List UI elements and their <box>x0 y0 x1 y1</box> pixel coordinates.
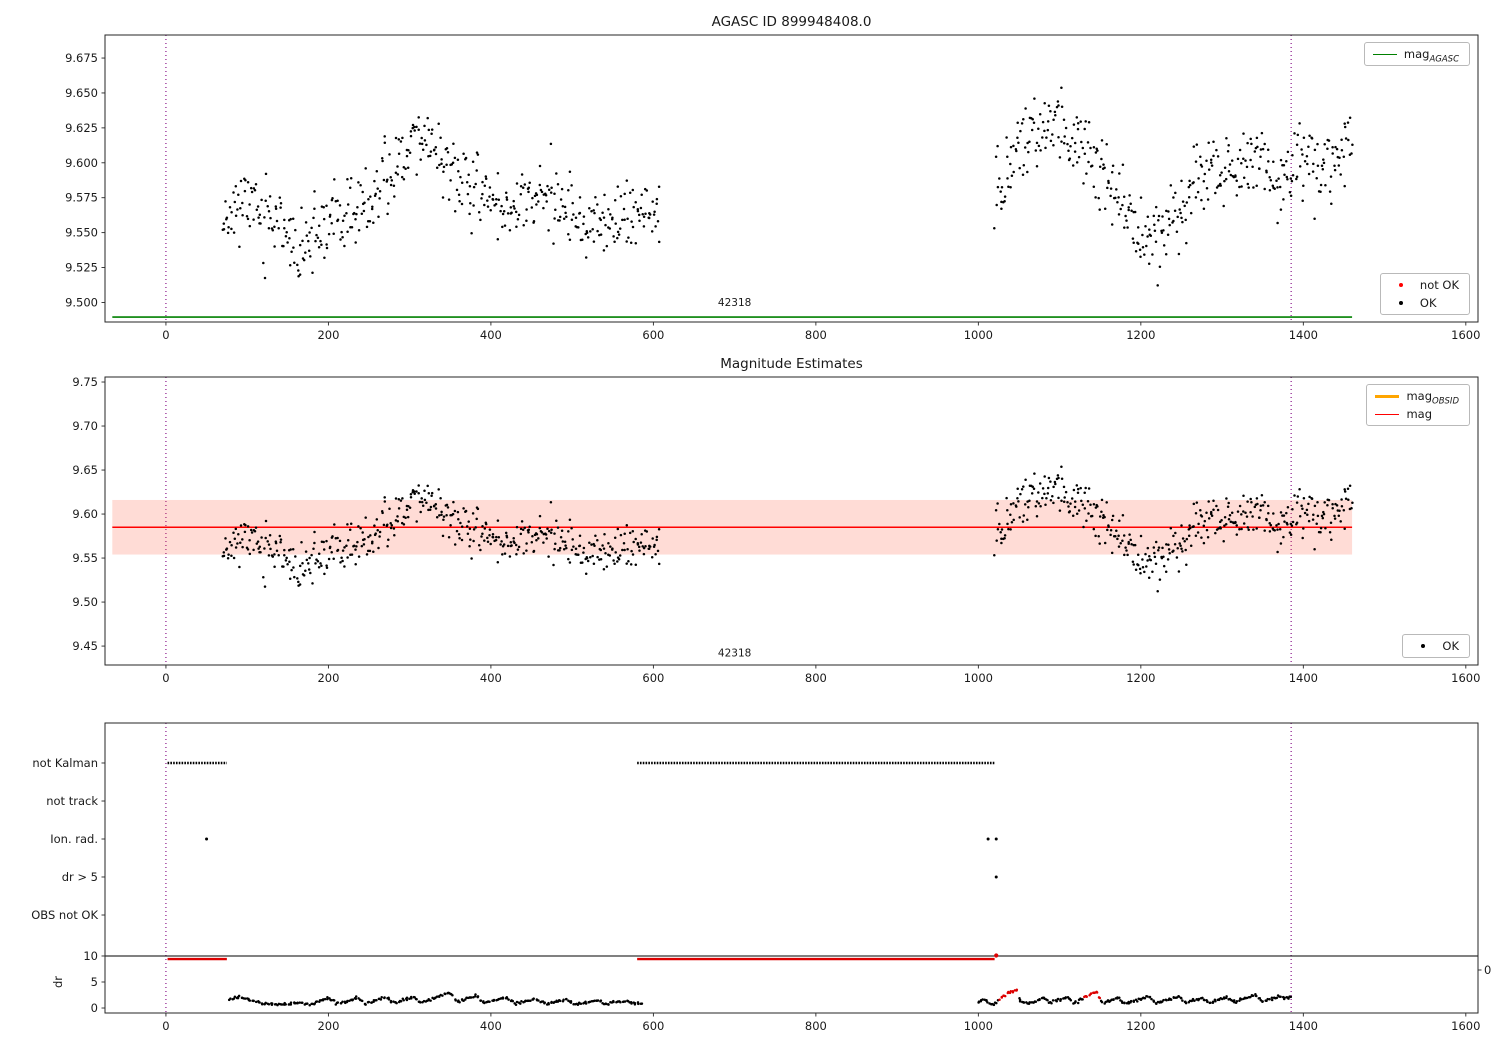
y-tick-label: 9.50 <box>72 595 98 609</box>
flag-row-label: not Kalman <box>32 756 98 770</box>
x-tick-label: 0 <box>162 671 169 685</box>
x-tick-label: 1000 <box>964 671 993 685</box>
middle-chart: 9.45 9.50 9.55 9.60 9.65 9.70 9.75 42318 0 200 400… <box>72 356 1480 685</box>
x-tick-label: 200 <box>317 671 339 685</box>
dr-flag-marker <box>994 953 999 958</box>
y-tick-label: 9.600 <box>65 156 98 170</box>
x-tick-label: 800 <box>805 1019 827 1033</box>
y-tick-label: 9.625 <box>65 121 98 135</box>
axes-frame <box>104 376 1479 666</box>
flag-row-label: Ion. rad. <box>50 832 98 846</box>
x-tick-label: 400 <box>480 671 502 685</box>
flag-row-label: OBS not OK <box>31 908 98 922</box>
right-axis-tick-label: 0 <box>1484 963 1491 977</box>
x-tick-label: 1400 <box>1289 671 1318 685</box>
dr-tick-label: 10 <box>83 949 98 963</box>
y-tick-label: 9.55 <box>72 551 98 565</box>
axes-frame <box>104 34 1479 323</box>
y-tick-label: 9.75 <box>72 375 98 389</box>
x-tick-label: 1600 <box>1451 1019 1480 1033</box>
x-tick-label: 600 <box>642 328 664 342</box>
dr-axis-label: dr <box>51 976 65 988</box>
y-tick-label: 9.575 <box>65 191 98 205</box>
x-tick-label: 400 <box>480 328 502 342</box>
x-tick-label: 1600 <box>1451 328 1480 342</box>
x-tick-label: 0 <box>162 1019 169 1033</box>
x-tick-label: 600 <box>642 671 664 685</box>
flag-row-label: not track <box>46 794 98 808</box>
dr-tick-label: 0 <box>91 1001 98 1015</box>
y-tick-label: 9.70 <box>72 419 98 433</box>
top-chart: 9.500 9.525 9.550 9.575 9.600 9.625 9.650 9.675… <box>65 14 1480 342</box>
axes-frame <box>104 722 1479 1014</box>
x-tick-label: 1000 <box>964 328 993 342</box>
x-tick-label: 600 <box>642 1019 664 1033</box>
x-tick-label: 1200 <box>1126 328 1155 342</box>
x-tick-label: 1600 <box>1451 671 1480 685</box>
flag-dot <box>994 875 998 879</box>
flag-dot <box>994 837 998 841</box>
x-tick-label: 800 <box>805 671 827 685</box>
x-tick-label: 400 <box>480 1019 502 1033</box>
x-tick-label: 200 <box>317 1019 339 1033</box>
y-tick-label: 9.60 <box>72 507 98 521</box>
obsid-annotation: 42318 <box>718 648 751 660</box>
x-tick-label: 1000 <box>964 1019 993 1033</box>
x-tick-label: 1400 <box>1289 1019 1318 1033</box>
dr-tick-label: 5 <box>91 975 98 989</box>
flag-dot <box>986 837 990 841</box>
bottom-chart: not Kalman not track Ion. rad. dr > 5 OBS no… <box>31 722 1491 1033</box>
chart-title: Magnitude Estimates <box>720 356 862 372</box>
x-tick-label: 200 <box>317 328 339 342</box>
y-tick-label: 9.525 <box>65 261 98 275</box>
y-tick-label: 9.500 <box>65 295 98 309</box>
x-tick-label: 800 <box>805 328 827 342</box>
x-tick-label: 1200 <box>1126 1019 1155 1033</box>
flag-dot <box>205 837 209 841</box>
x-tick-label: 1200 <box>1126 671 1155 685</box>
chart-title: AGASC ID 899948408.0 <box>712 14 872 30</box>
y-tick-label: 9.65 <box>72 463 98 477</box>
obsid-annotation: 42318 <box>718 297 751 309</box>
y-tick-label: 9.675 <box>65 51 98 65</box>
y-tick-label: 9.550 <box>65 226 98 240</box>
x-tick-label: 0 <box>162 328 169 342</box>
flag-row-label: dr > 5 <box>62 870 98 884</box>
y-tick-label: 9.45 <box>72 639 98 653</box>
y-tick-label: 9.650 <box>65 86 98 100</box>
x-tick-label: 1400 <box>1289 328 1318 342</box>
